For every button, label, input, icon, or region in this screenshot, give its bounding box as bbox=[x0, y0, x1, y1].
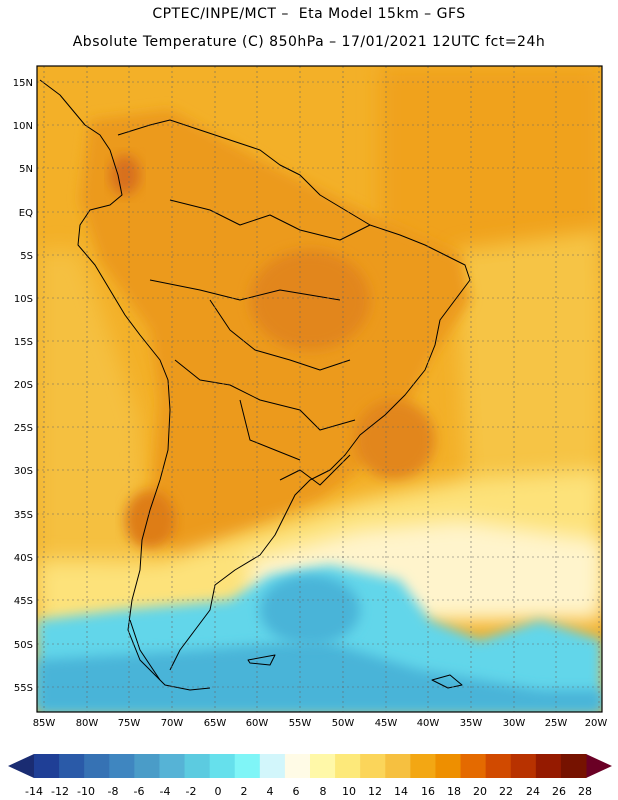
colorbar-swatch bbox=[460, 754, 487, 778]
longitude-labels: 85W 80W 75W 70W 65W 60W 55W 50W 45W 40W … bbox=[33, 718, 608, 729]
lon-label: 80W bbox=[76, 718, 99, 729]
field-east-ocean bbox=[455, 230, 602, 520]
colorbar-upper-arrow bbox=[586, 754, 612, 778]
lat-label: 45S bbox=[14, 596, 33, 607]
colorbar-swatch bbox=[59, 754, 85, 778]
lat-label: 10N bbox=[13, 121, 33, 132]
lon-label: 45W bbox=[375, 718, 398, 729]
colorbar-label: -10 bbox=[77, 785, 95, 798]
colorbar-label: 26 bbox=[552, 785, 566, 798]
colorbar-lower-arrow bbox=[8, 754, 34, 778]
colorbar-swatch bbox=[410, 754, 436, 778]
lat-label: 30S bbox=[14, 466, 33, 477]
field-hotspot-3 bbox=[125, 490, 175, 550]
colorbar-swatch bbox=[435, 754, 462, 778]
colorbar-swatches bbox=[34, 754, 587, 778]
colorbar-label: 0 bbox=[215, 785, 222, 798]
colorbar-label: -6 bbox=[134, 785, 145, 798]
colorbar-swatch bbox=[134, 754, 160, 778]
lon-label: 55W bbox=[289, 718, 312, 729]
colorbar-swatch bbox=[335, 754, 361, 778]
colorbar-swatch bbox=[184, 754, 211, 778]
colorbar-label: -12 bbox=[51, 785, 69, 798]
lat-label: 5N bbox=[19, 164, 33, 175]
lat-label: 35S bbox=[14, 510, 33, 521]
lat-label: 25S bbox=[14, 423, 33, 434]
colorbar-swatch bbox=[360, 754, 386, 778]
lat-label: 15N bbox=[13, 78, 33, 89]
lon-label: 60W bbox=[246, 718, 269, 729]
lon-label: 20W bbox=[585, 718, 608, 729]
colorbar-label: 2 bbox=[241, 785, 248, 798]
field-hotspot-2 bbox=[355, 400, 435, 480]
title-line-1: CPTEC/INPE/MCT – Eta Model 15km – GFS bbox=[152, 6, 466, 22]
lat-label: 10S bbox=[14, 294, 33, 305]
lat-label: EQ bbox=[19, 208, 33, 219]
lon-label: 25W bbox=[545, 718, 568, 729]
colorbar-swatch bbox=[535, 754, 562, 778]
map-frame bbox=[36, 65, 603, 713]
lat-label: 15S bbox=[14, 337, 33, 348]
lat-label: 55S bbox=[14, 683, 33, 694]
lon-label: 30W bbox=[503, 718, 526, 729]
lon-label: 85W bbox=[33, 718, 56, 729]
colorbar-swatch bbox=[234, 754, 261, 778]
colorbar-label: -4 bbox=[160, 785, 171, 798]
lat-label: 5S bbox=[20, 251, 33, 262]
lon-label: 70W bbox=[161, 718, 184, 729]
lon-label: 35W bbox=[460, 718, 483, 729]
colorbar-swatch bbox=[109, 754, 135, 778]
colorbar-swatch bbox=[284, 754, 311, 778]
colorbar-labels: -14 -12 -10 -8 -6 -4 -2 0 2 4 6 8 10 12 … bbox=[25, 785, 592, 798]
colorbar-label: 24 bbox=[526, 785, 540, 798]
colorbar-swatch bbox=[34, 754, 60, 778]
colorbar-label: -8 bbox=[108, 785, 119, 798]
colorbar-label: 22 bbox=[499, 785, 513, 798]
lat-label: 50S bbox=[14, 640, 33, 651]
title-line-2: Absolute Temperature (C) 850hPa – 17/01/… bbox=[72, 34, 546, 50]
colorbar-label: 14 bbox=[394, 785, 408, 798]
lon-label: 50W bbox=[332, 718, 355, 729]
field-hotspot-4 bbox=[110, 155, 140, 195]
colorbar-swatch bbox=[209, 754, 236, 778]
lat-label: 40S bbox=[14, 553, 33, 564]
lon-label: 40W bbox=[417, 718, 440, 729]
colorbar-swatch bbox=[485, 754, 512, 778]
lon-label: 75W bbox=[118, 718, 141, 729]
field-hotspot-1 bbox=[250, 250, 370, 350]
colorbar-label: 10 bbox=[342, 785, 356, 798]
lat-label: 20S bbox=[14, 380, 33, 391]
gridlines bbox=[37, 66, 602, 712]
coastlines bbox=[39, 79, 471, 691]
colorbar-label: 28 bbox=[578, 785, 592, 798]
field-west-ocean bbox=[37, 250, 150, 600]
colorbar-label: -2 bbox=[186, 785, 197, 798]
colorbar-label: 18 bbox=[447, 785, 461, 798]
colorbar-swatch bbox=[159, 754, 186, 778]
lon-label: 65W bbox=[204, 718, 227, 729]
colorbar-label: -14 bbox=[25, 785, 43, 798]
colorbar-label: 20 bbox=[473, 785, 487, 798]
colorbar-swatch bbox=[310, 754, 336, 778]
colorbar-swatch bbox=[84, 754, 110, 778]
colorbar-swatch bbox=[259, 754, 286, 778]
colorbar-label: 16 bbox=[421, 785, 435, 798]
colorbar-label: 8 bbox=[320, 785, 327, 798]
latitude-labels: 15N 10N 5N EQ 5S 10S 15S 20S 25S 30S 35S… bbox=[13, 78, 33, 694]
colorbar-label: 6 bbox=[293, 785, 300, 798]
colorbar-swatch bbox=[510, 754, 537, 778]
colorbar-swatch bbox=[560, 754, 587, 778]
colorbar-label: 4 bbox=[267, 785, 274, 798]
colorbar-swatch bbox=[385, 754, 411, 778]
colorbar-label: 12 bbox=[368, 785, 382, 798]
field-cold-core bbox=[260, 575, 360, 645]
field-cold-deep bbox=[37, 640, 602, 712]
